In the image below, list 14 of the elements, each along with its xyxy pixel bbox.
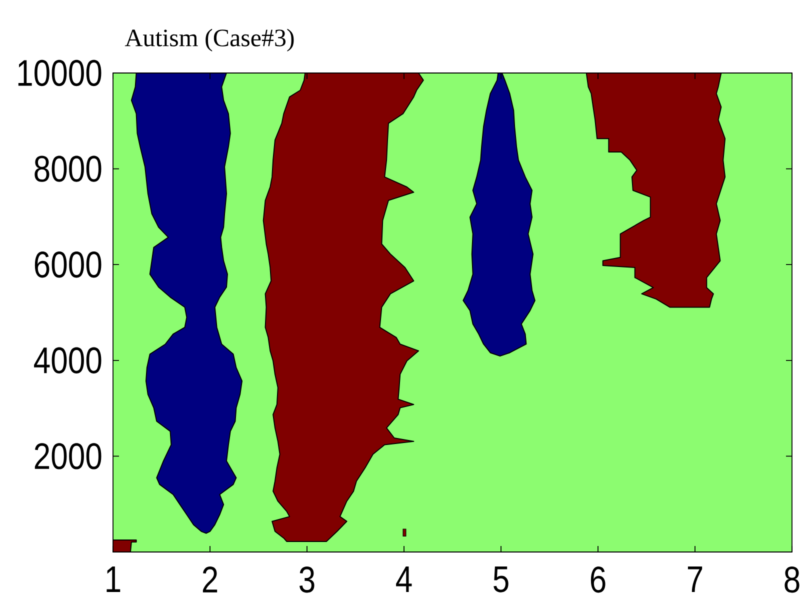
x-tick-label: 6: [590, 566, 606, 593]
y-tick-label: 8000: [34, 156, 102, 182]
x-tick-label: 5: [494, 566, 508, 592]
y-tick-label: 2000: [34, 443, 102, 470]
x-tick-label: 1: [106, 566, 120, 592]
x-tick-label: 3: [300, 566, 314, 593]
x-tick-label: 2: [202, 566, 218, 592]
x-tick-label: 8: [784, 566, 800, 593]
y-tick-label: 4000: [34, 347, 102, 374]
x-tick-label: 4: [396, 566, 412, 592]
y-tick-label: 6000: [34, 252, 102, 278]
x-tick-label: 7: [688, 566, 702, 592]
y-tick-label: 10000: [18, 60, 102, 86]
chart-title: Autism (Case#3): [124, 28, 294, 52]
